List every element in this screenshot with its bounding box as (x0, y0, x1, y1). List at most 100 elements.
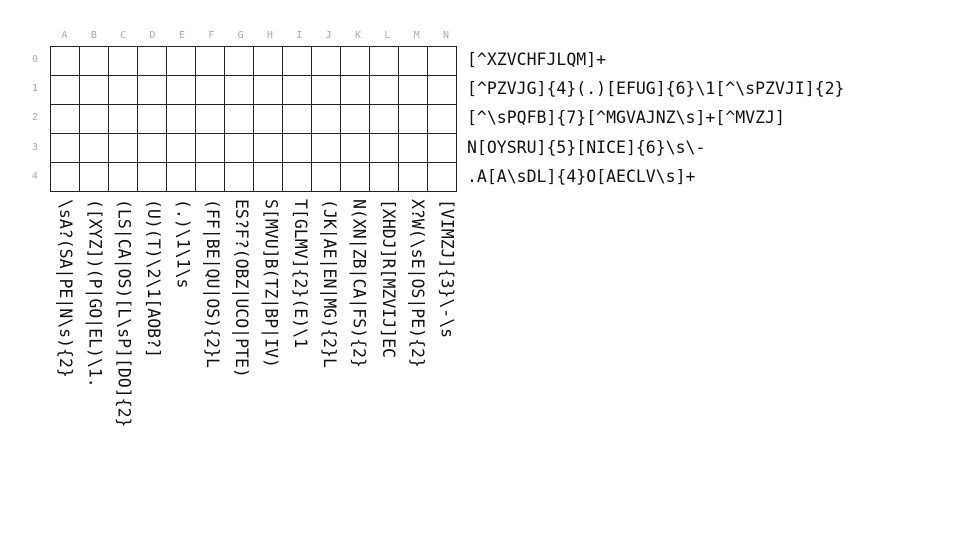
grid-cell[interactable] (282, 75, 312, 105)
column-clue: T[GLMV]{2}(E)\1 (290, 199, 310, 349)
grid-cell[interactable] (166, 133, 196, 163)
grid-cell[interactable] (282, 162, 312, 192)
grid-cell[interactable] (79, 75, 109, 105)
grid-cell[interactable] (50, 104, 80, 134)
grid-cell[interactable] (427, 104, 457, 134)
grid-cell[interactable] (398, 46, 428, 76)
row-label: 0 (32, 54, 39, 65)
grid-cell[interactable] (108, 75, 138, 105)
column-clue: (FF|BE|QU|OS){2}L (202, 199, 222, 368)
grid-cell[interactable] (195, 75, 225, 105)
grid-cell[interactable] (369, 133, 399, 163)
column-label: B (90, 30, 97, 41)
grid-cell[interactable] (195, 162, 225, 192)
grid-cell[interactable] (398, 104, 428, 134)
column-clue: X?W(\sE|OS|PE){2} (408, 199, 428, 368)
column-clue: S[MVU]B(TZ|BP|IV) (261, 199, 281, 368)
row-label: 3 (32, 141, 39, 153)
grid-cell[interactable] (166, 75, 196, 105)
column-clue: ES?F?(OBZ|UCO|PTE) (232, 199, 252, 378)
grid-cell[interactable] (369, 162, 399, 192)
grid-cell[interactable] (50, 75, 80, 105)
grid-cell[interactable] (50, 46, 80, 76)
grid-cell[interactable] (108, 46, 138, 76)
column-label: D (149, 30, 156, 41)
grid-cell[interactable] (282, 104, 312, 134)
grid-cell[interactable] (253, 104, 283, 134)
row-clue: [^\sPQFB]{7}[^MGVAJNZ\s]+[^MVZJ] (467, 108, 785, 128)
row-clue: N[OYSRU]{5}[NICE]{6}\s\- (467, 137, 706, 157)
column-clue: (LS|CA|OS)[L\sP][DO]{2} (114, 199, 134, 428)
grid-cell[interactable] (137, 75, 167, 105)
column-clue: N(XN|ZB|CA|FS){2} (349, 199, 369, 368)
grid-cell[interactable] (79, 133, 109, 163)
grid-cell[interactable] (427, 46, 457, 76)
grid-cell[interactable] (282, 46, 312, 76)
column-label: I (296, 30, 303, 41)
column-label: E (178, 30, 185, 41)
column-clue: (JK|AE|EN|MG){2}L (320, 199, 340, 368)
grid-cell[interactable] (79, 46, 109, 76)
row-label: 4 (32, 170, 39, 182)
grid-cell[interactable] (166, 104, 196, 134)
grid-cell[interactable] (166, 46, 196, 76)
row-label: 2 (32, 112, 39, 124)
grid-cell[interactable] (340, 162, 370, 192)
grid-cell[interactable] (224, 162, 254, 192)
column-clue: [VIMZJ]{3}\-\s (437, 199, 457, 339)
grid-cell[interactable] (427, 162, 457, 192)
grid-cell[interactable] (50, 162, 80, 192)
crossword-grid (50, 46, 457, 192)
grid-cell[interactable] (369, 46, 399, 76)
grid-cell[interactable] (427, 133, 457, 163)
grid-cell[interactable] (137, 162, 167, 192)
grid-cell[interactable] (137, 133, 167, 163)
column-label: G (237, 30, 244, 41)
grid-cell[interactable] (137, 46, 167, 76)
grid-cell[interactable] (79, 104, 109, 134)
column-clue: ([XYZ])(P|GO|EL)\1. (85, 199, 105, 388)
grid-cell[interactable] (195, 46, 225, 76)
grid-cell[interactable] (195, 133, 225, 163)
grid-cell[interactable] (224, 133, 254, 163)
grid-cell[interactable] (311, 162, 341, 192)
column-label: K (354, 30, 362, 41)
column-label: N (443, 30, 450, 41)
column-clue: (.)\1\1\s (173, 199, 193, 289)
column-label: F (208, 30, 215, 41)
grid-cell[interactable] (253, 46, 283, 76)
grid-cell[interactable] (224, 46, 254, 76)
grid-cell[interactable] (253, 162, 283, 192)
grid-cell[interactable] (224, 104, 254, 134)
grid-cell[interactable] (108, 104, 138, 134)
grid-cell[interactable] (398, 75, 428, 105)
grid-cell[interactable] (398, 133, 428, 163)
grid-cell[interactable] (166, 162, 196, 192)
grid-cell[interactable] (311, 75, 341, 105)
column-label: H (266, 30, 273, 41)
grid-cell[interactable] (253, 75, 283, 105)
grid-cell[interactable] (340, 46, 370, 76)
grid-cell[interactable] (369, 75, 399, 105)
grid-cell[interactable] (108, 162, 138, 192)
column-label: J (325, 30, 332, 41)
grid-cell[interactable] (224, 75, 254, 105)
grid-cell[interactable] (340, 104, 370, 134)
grid-cell[interactable] (311, 133, 341, 163)
grid-cell[interactable] (369, 104, 399, 134)
grid-cell[interactable] (137, 104, 167, 134)
grid-cell[interactable] (108, 133, 138, 163)
grid-cell[interactable] (340, 133, 370, 163)
grid-cell[interactable] (195, 104, 225, 134)
grid-cell[interactable] (311, 104, 341, 134)
grid-cell[interactable] (398, 162, 428, 192)
column-label: A (61, 30, 68, 41)
grid-cell[interactable] (282, 133, 312, 163)
grid-cell[interactable] (340, 75, 370, 105)
grid-cell[interactable] (427, 75, 457, 105)
grid-cell[interactable] (79, 162, 109, 192)
grid-cell[interactable] (50, 133, 80, 163)
grid-cell[interactable] (311, 46, 341, 76)
column-label: C (120, 30, 127, 41)
grid-cell[interactable] (253, 133, 283, 163)
